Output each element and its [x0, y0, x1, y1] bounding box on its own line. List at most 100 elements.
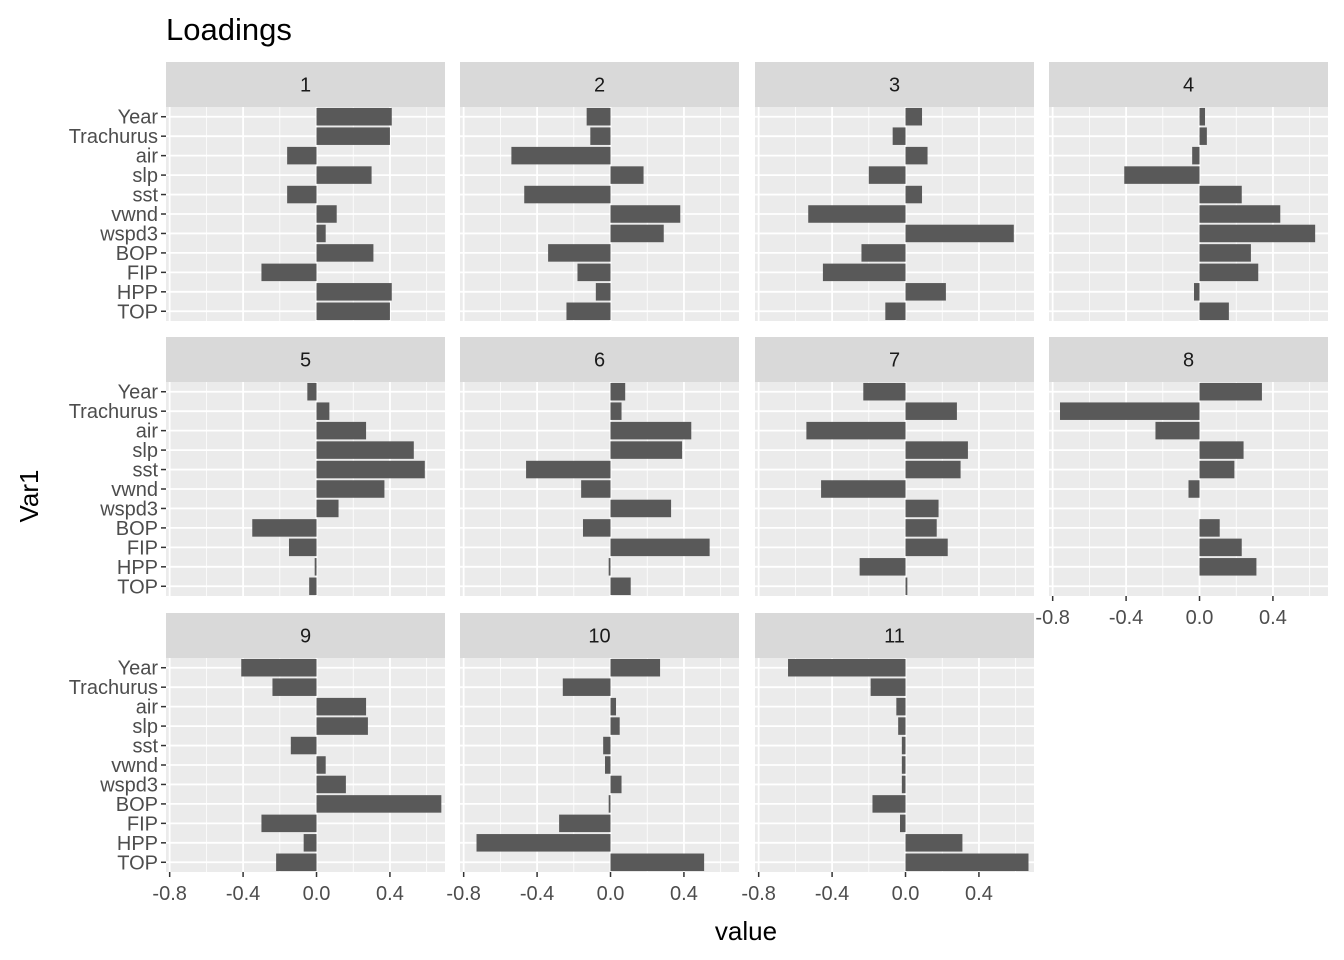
y-tick-label: TOP: [117, 301, 158, 323]
bar-vwnd: [581, 480, 611, 498]
bar-vwnd: [605, 756, 611, 774]
bar-air: [511, 146, 611, 165]
bar-fip: [1199, 538, 1242, 557]
facet-strip-label: 2: [594, 75, 605, 97]
bar-vwnd: [808, 205, 906, 223]
bar-fip: [577, 263, 611, 282]
bar-year: [1199, 382, 1262, 401]
bar-fip: [261, 814, 317, 833]
x-tick-label: 0.0: [597, 883, 625, 905]
bar-sst: [603, 736, 611, 755]
facet-strip-label: 7: [889, 350, 900, 372]
x-tick-label: 0.4: [965, 883, 993, 905]
x-tick-label: -0.8: [741, 883, 775, 905]
bar-fip: [905, 538, 948, 557]
bar-bop: [1199, 519, 1220, 537]
facet-strip: [460, 613, 739, 658]
bar-hpp: [905, 283, 946, 301]
y-tick-label: slp: [132, 440, 158, 462]
bar-air: [896, 697, 906, 716]
bar-wspd3: [905, 224, 1014, 243]
bar-top: [905, 577, 908, 596]
bar-air: [316, 697, 367, 716]
x-tick-label: -0.4: [226, 883, 260, 905]
bar-trachurus: [1199, 127, 1207, 145]
y-tick-label: Trachurus: [69, 126, 158, 148]
bar-slp: [905, 441, 968, 459]
bar-hpp: [905, 834, 963, 852]
facet-panel-5: 5 TOPHPPFIPBOPwspd3vwndsstslpairTrachurus…: [69, 337, 445, 598]
bar-bop: [608, 795, 611, 813]
y-tick-label: vwnd: [111, 204, 158, 226]
bar-trachurus: [610, 402, 622, 420]
bar-trachurus: [905, 402, 957, 420]
bar-slp: [610, 441, 683, 459]
facet-panel-6: 6: [460, 337, 739, 596]
bar-wspd3: [316, 775, 346, 794]
facet-panel-7: 7: [755, 337, 1034, 596]
facet-panel-8: 8 -0.8 -0.4 0.0 0.4: [1035, 337, 1328, 629]
bar-vwnd: [316, 205, 337, 223]
bar-vwnd: [821, 480, 906, 498]
bar-vwnd: [1188, 480, 1200, 498]
facet-panel-10: 10 -0.8 -0.4 0.0 0.4: [446, 613, 739, 905]
bar-sst: [316, 460, 425, 479]
bar-top: [316, 302, 390, 321]
facet-panel-2: 2: [460, 62, 739, 321]
facet-strip-label: 4: [1183, 75, 1194, 97]
x-tick-label: -0.8: [152, 883, 186, 905]
bar-year: [1199, 107, 1206, 126]
y-tick-label: Year: [118, 382, 159, 404]
y-tick-label: BOP: [116, 243, 158, 265]
bar-bop: [548, 244, 611, 262]
bar-slp: [610, 717, 620, 735]
bar-bop: [252, 519, 317, 537]
x-tick-label: 0.0: [892, 883, 920, 905]
y-tick-label: air: [136, 421, 159, 443]
facet-strip: [755, 337, 1034, 382]
bar-year: [316, 107, 392, 126]
y-tick-label: sst: [132, 185, 158, 207]
bar-fip: [610, 538, 710, 557]
y-tick-label: wspd3: [99, 223, 158, 245]
bar-wspd3: [901, 775, 906, 794]
y-tick-label: Trachurus: [69, 401, 158, 423]
bar-hpp: [595, 283, 611, 301]
facet-strip: [166, 613, 445, 658]
bar-fip: [822, 263, 906, 282]
bar-hpp: [1194, 283, 1200, 301]
facet-strip: [166, 337, 445, 382]
bar-fip: [261, 263, 317, 282]
bar-air: [287, 146, 317, 165]
facet-panel-3: 3: [755, 62, 1034, 321]
bar-wspd3: [610, 499, 672, 518]
bar-bop: [1199, 244, 1251, 262]
bar-year: [905, 107, 923, 126]
bar-sst: [290, 736, 317, 755]
bar-trachurus: [1060, 402, 1200, 420]
y-tick-label: air: [136, 146, 159, 168]
bar-vwnd: [610, 205, 681, 223]
bar-hpp: [316, 283, 392, 301]
facet-strip: [1049, 337, 1328, 382]
facet-strip-label: 3: [889, 75, 900, 97]
facet-panel-9: 9 TOPHPPFIPBOPwspd3vwndsstslpairTrachurus…: [69, 613, 445, 905]
facet-panels: 1TOPHPPFIPBOPwspd3vwndsstslpairTrachurus…: [69, 62, 1328, 905]
bar-bop: [582, 519, 611, 537]
bar-sst: [905, 460, 961, 479]
bar-wspd3: [610, 224, 664, 243]
bar-air: [1192, 146, 1200, 165]
facet-strip-label: 5: [300, 350, 311, 372]
bar-trachurus: [870, 678, 906, 696]
bar-trachurus: [316, 127, 390, 145]
y-tick-label: air: [136, 697, 159, 719]
bar-air: [1155, 421, 1200, 440]
y-tick-label: Year: [118, 658, 159, 680]
bar-hpp: [303, 834, 317, 852]
bar-air: [905, 146, 928, 165]
bar-vwnd: [901, 756, 906, 774]
y-tick-label: vwnd: [111, 479, 158, 501]
bar-fip: [559, 814, 611, 833]
y-tick-label: wspd3: [99, 774, 158, 796]
bar-top: [905, 853, 1029, 872]
